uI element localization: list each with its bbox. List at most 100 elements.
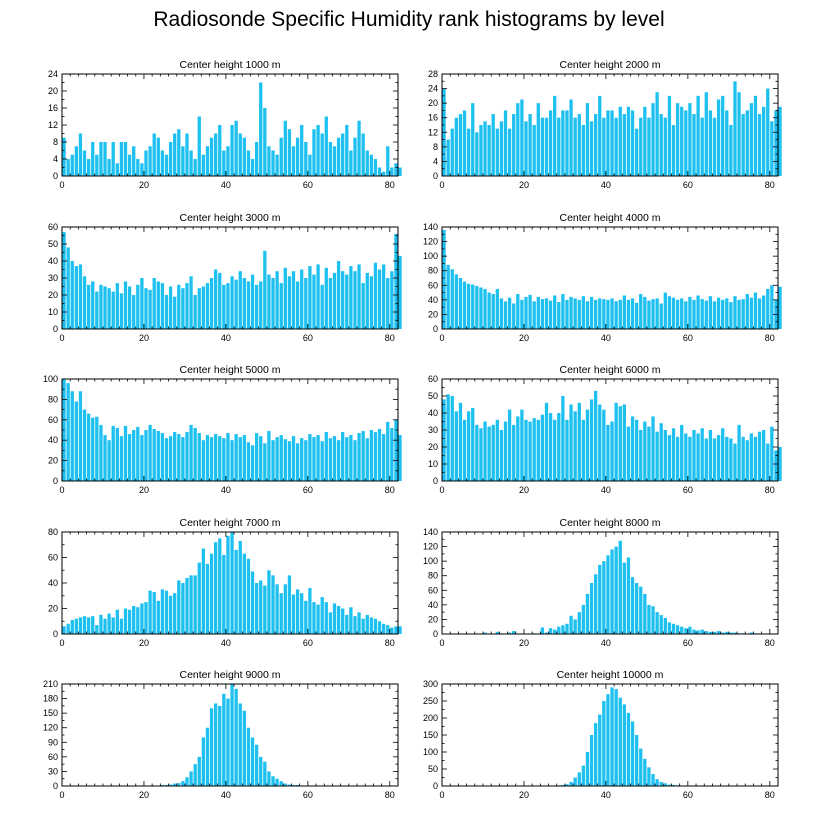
histogram-bar [630, 577, 635, 634]
histogram-bar [651, 606, 655, 634]
x-tick-label: 20 [519, 638, 529, 648]
histogram-bar [536, 296, 540, 329]
histogram-bar [209, 708, 214, 786]
histogram-bar [688, 436, 692, 481]
histogram-bar [712, 438, 717, 481]
histogram-bar [91, 142, 95, 176]
histogram-bar [189, 771, 193, 786]
histogram-bar [254, 433, 259, 481]
histogram-bar [214, 703, 218, 786]
histogram-bar [197, 116, 201, 176]
histogram-bar [111, 425, 115, 481]
histogram-bar [454, 117, 458, 176]
histogram-bar [585, 103, 590, 176]
histogram-bar [287, 784, 292, 786]
histogram-bar [267, 146, 271, 176]
histogram-bar [573, 411, 577, 481]
histogram-bar [516, 416, 520, 481]
histogram-bar [267, 274, 271, 329]
histogram-bar [259, 82, 263, 176]
histogram-bar [622, 295, 626, 329]
histogram-bar [238, 437, 242, 481]
histogram-bar [557, 413, 561, 481]
histogram-bar [610, 687, 614, 786]
histogram-bar [692, 299, 696, 329]
x-tick-label: 80 [385, 333, 395, 343]
histogram-bar [328, 612, 333, 634]
histogram-bar [741, 436, 745, 481]
x-tick-label: 60 [683, 485, 693, 495]
histogram-bar [345, 274, 349, 329]
histogram-bar [483, 632, 487, 634]
histogram-bar [160, 283, 165, 329]
histogram-bar [99, 424, 103, 481]
histogram-bar [770, 426, 774, 481]
y-tick-label: 12 [48, 120, 58, 130]
histogram-bar [99, 142, 103, 176]
x-tick-label: 80 [385, 790, 395, 800]
panel-title: Center height 6000 m [560, 364, 661, 376]
histogram-bar [634, 128, 639, 176]
histogram-bar [271, 776, 275, 786]
histogram-bar [201, 286, 206, 329]
histogram-bar [692, 629, 696, 634]
y-tick-label: 60 [428, 585, 438, 595]
histogram-bar [565, 784, 569, 786]
histogram-bar [565, 299, 569, 329]
x-tick-label: 60 [683, 180, 693, 190]
x-tick-label: 60 [303, 333, 313, 343]
y-tick-label: 12 [428, 127, 438, 137]
histogram-bar [320, 597, 324, 634]
histogram-bar [749, 297, 754, 329]
y-tick-label: 120 [43, 723, 58, 733]
histogram-bar [119, 293, 124, 329]
histogram-panel: Center height 10000 m 0 20 40 60 80 0 50 100 150 2… [423, 669, 779, 800]
histogram-bar [700, 428, 704, 481]
histogram-bar [569, 615, 573, 634]
histogram-bar [585, 301, 590, 329]
histogram-bar [753, 436, 758, 481]
histogram-bar [487, 292, 491, 329]
y-tick-label: 8 [433, 142, 438, 152]
histogram-bar [377, 621, 382, 634]
histogram-bar [585, 593, 590, 634]
histogram-bar [218, 125, 222, 176]
histogram-bar [103, 142, 107, 176]
histogram-bar [259, 281, 263, 329]
histogram-bar [663, 783, 667, 786]
histogram-bar [573, 619, 577, 634]
histogram-bar [115, 283, 119, 329]
y-tick-label: 10 [48, 307, 58, 317]
histogram-bar [66, 247, 70, 329]
y-tick-label: 0 [433, 629, 438, 639]
histogram-bar [594, 299, 598, 329]
histogram-bar [491, 114, 495, 176]
histogram-bar [716, 631, 721, 634]
x-tick-label: 40 [221, 790, 231, 800]
histogram-bar [487, 426, 491, 481]
y-tick-label: 150 [423, 730, 438, 740]
x-tick-label: 0 [59, 180, 64, 190]
x-tick-label: 40 [221, 485, 231, 495]
histogram-bar [181, 781, 185, 786]
histogram-bar [287, 276, 292, 329]
histogram-bar [205, 435, 210, 481]
histogram-bar [271, 278, 275, 329]
histogram-bar [349, 266, 353, 329]
histogram-bar [173, 432, 177, 481]
histogram-bar [479, 428, 483, 481]
histogram-bar [328, 142, 333, 176]
histogram-bar [95, 291, 99, 329]
histogram-bar [671, 623, 676, 634]
histogram-bar [532, 301, 536, 329]
histogram-bar [377, 269, 382, 329]
y-tick-label: 80 [428, 266, 438, 276]
x-tick-label: 80 [765, 333, 775, 343]
histogram-bar [316, 264, 320, 329]
histogram-bar [655, 92, 659, 176]
histogram-bar [458, 278, 463, 329]
histogram-bar [462, 110, 467, 176]
y-tick-label: 30 [48, 273, 58, 283]
x-tick-label: 0 [59, 638, 64, 648]
histogram-bar [569, 99, 573, 176]
